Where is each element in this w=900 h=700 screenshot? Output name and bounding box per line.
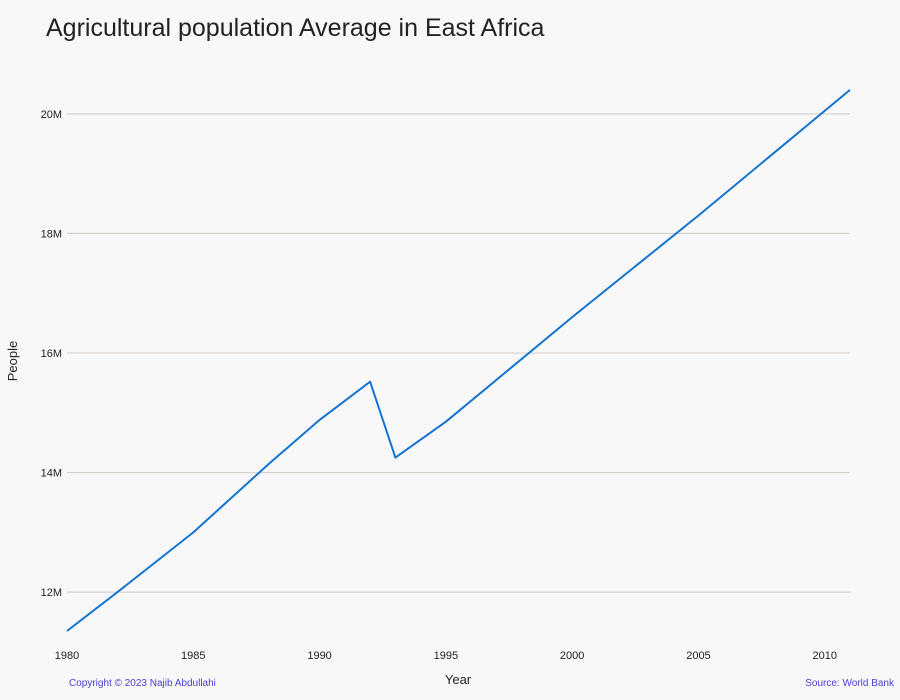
x-axis-label: Year — [445, 672, 472, 687]
x-tick-label: 1990 — [307, 650, 331, 662]
y-tick-label: 12M — [41, 587, 62, 599]
copyright-text: Copyright © 2023 Najib Abdullahi — [69, 678, 216, 689]
series-line — [66, 89, 851, 632]
x-tick-label: 2000 — [560, 650, 584, 662]
x-tick-label: 1980 — [55, 650, 79, 662]
y-tick-label: 20M — [41, 109, 62, 121]
x-tick-label: 2010 — [812, 650, 836, 662]
series-lines — [66, 89, 851, 632]
y-tick-label: 14M — [41, 468, 62, 480]
y-tick-label: 18M — [41, 228, 62, 240]
y-axis-label: People — [5, 341, 20, 381]
y-tick-label: 16M — [41, 348, 62, 360]
y-axis-ticks: 12M 14M 16M 18M 20M — [41, 109, 62, 599]
x-tick-label: 1995 — [434, 650, 458, 662]
chart-title: Agricultural population Average in East … — [46, 14, 545, 42]
source-text: Source: World Bank — [805, 678, 894, 689]
x-tick-label: 1985 — [181, 650, 205, 662]
x-axis-ticks: 1980 1985 1990 1995 2000 2005 2010 — [55, 650, 837, 662]
x-tick-label: 2005 — [686, 650, 710, 662]
gridlines — [67, 113, 850, 593]
